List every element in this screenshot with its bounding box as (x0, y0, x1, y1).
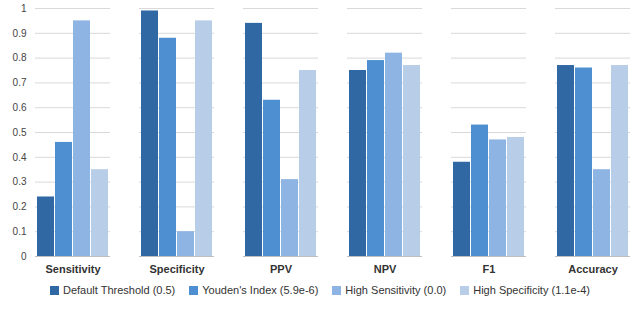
svg-text:0.9: 0.9 (13, 28, 27, 39)
svg-text:Accuracy: Accuracy (568, 263, 618, 275)
svg-text:0.6: 0.6 (13, 102, 27, 113)
html-text:High Sensitivity (0.0): High Sensitivity (0.0) (345, 284, 447, 296)
svg-text:0: 0 (21, 251, 27, 262)
svg-text:0.5: 0.5 (13, 127, 27, 138)
svg-text:0.4: 0.4 (13, 152, 27, 163)
svg-text:0.1: 0.1 (13, 226, 27, 237)
svg-text:NPV: NPV (374, 263, 397, 275)
svg-text:Sensitivity: Sensitivity (45, 263, 101, 275)
svg-text:F1: F1 (483, 263, 496, 275)
svg-text:Specificity: Specificity (149, 263, 205, 275)
svg-text:0.3: 0.3 (13, 176, 27, 187)
html-text:Default Threshold (0.5): Default Threshold (0.5) (63, 284, 176, 296)
svg-text:PPV: PPV (270, 263, 293, 275)
svg-text:1: 1 (21, 3, 27, 14)
html-text:High Specificity (1.1e-4): High Specificity (1.1e-4) (473, 284, 590, 296)
html-text:Youden's Index (5.9e-6): Youden's Index (5.9e-6) (202, 284, 319, 296)
svg-text:0.8: 0.8 (13, 52, 27, 63)
svg-text:0.2: 0.2 (13, 201, 27, 212)
svg-text:0.7: 0.7 (13, 77, 27, 88)
